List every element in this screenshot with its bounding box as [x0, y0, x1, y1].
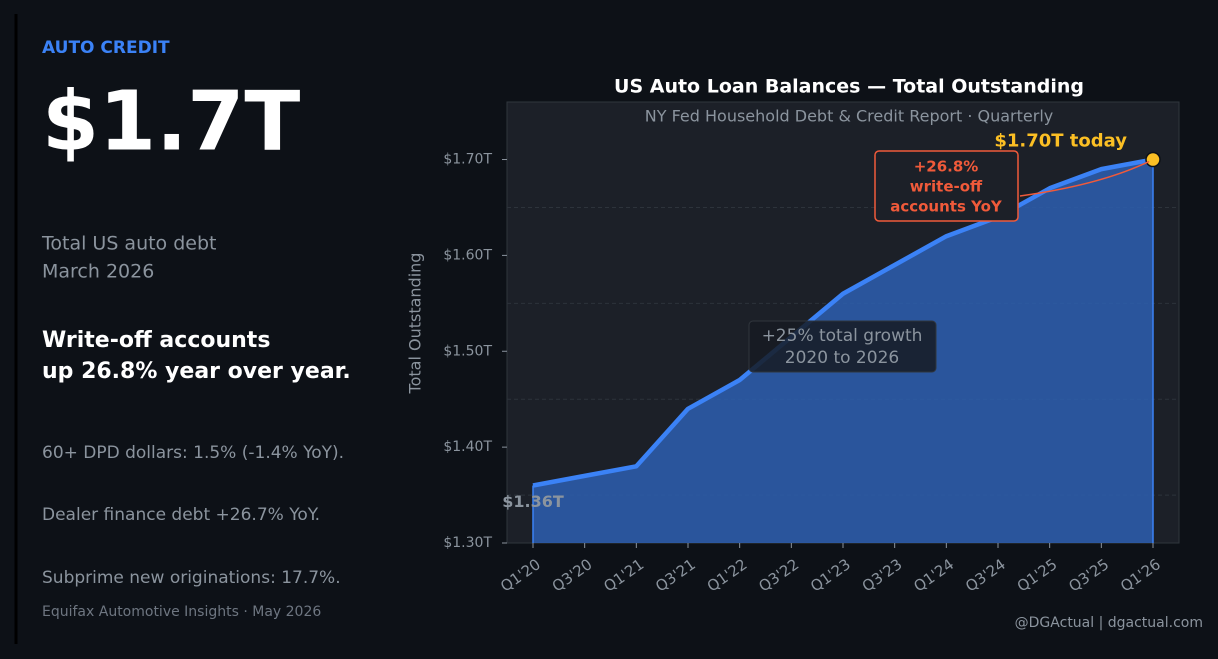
callout-box	[874, 150, 1019, 222]
end-label: $1.70T today	[994, 131, 1127, 152]
callout-arrow	[1019, 160, 1150, 197]
stat: Dealer finance debt +26.7% YoY.	[42, 505, 320, 525]
description: Total US auto debt	[41, 233, 216, 255]
chart-subtitle: NY Fed Household Debt & Credit Report · …	[645, 107, 1053, 126]
description: March 2026	[42, 261, 154, 283]
y-axis-label: Total Outstanding	[406, 253, 425, 395]
stat: 60+ DPD dollars: 1.5% (-1.4% YoY).	[42, 443, 344, 463]
line	[532, 157, 1154, 488]
highlight: up 26.8% year over year.	[42, 359, 351, 384]
note-text: +25% total growth	[762, 326, 923, 346]
callout-text: +26.8%	[914, 158, 979, 176]
chart-title: US Auto Loan Balances — Total Outstandin…	[614, 76, 1084, 98]
highlight: Write-off accounts	[42, 328, 270, 353]
kicker: AUTO CREDIT	[42, 38, 170, 58]
y-tick-label: $1.50T	[443, 343, 492, 359]
y-tick-label: $1.30T	[443, 535, 492, 551]
end-point	[1145, 151, 1161, 168]
footer: @DGActual | dgactual.com	[1015, 615, 1203, 631]
y-tick-label: $1.70T	[443, 152, 492, 168]
headline: $1.7T	[42, 74, 300, 169]
y-tick-label: $1.40T	[443, 439, 492, 455]
start-label: $1.36T	[502, 492, 564, 511]
callout-text: write-off	[910, 178, 983, 196]
y-tick-label: $1.60T	[443, 247, 492, 263]
stat: Subprime new originations: 17.7%.	[42, 568, 341, 588]
source: Equifax Automotive Insights · May 2026	[42, 604, 321, 620]
callout-text: accounts YoY	[890, 198, 1003, 216]
note-box	[748, 320, 937, 373]
note-text: 2020 to 2026	[785, 348, 899, 368]
